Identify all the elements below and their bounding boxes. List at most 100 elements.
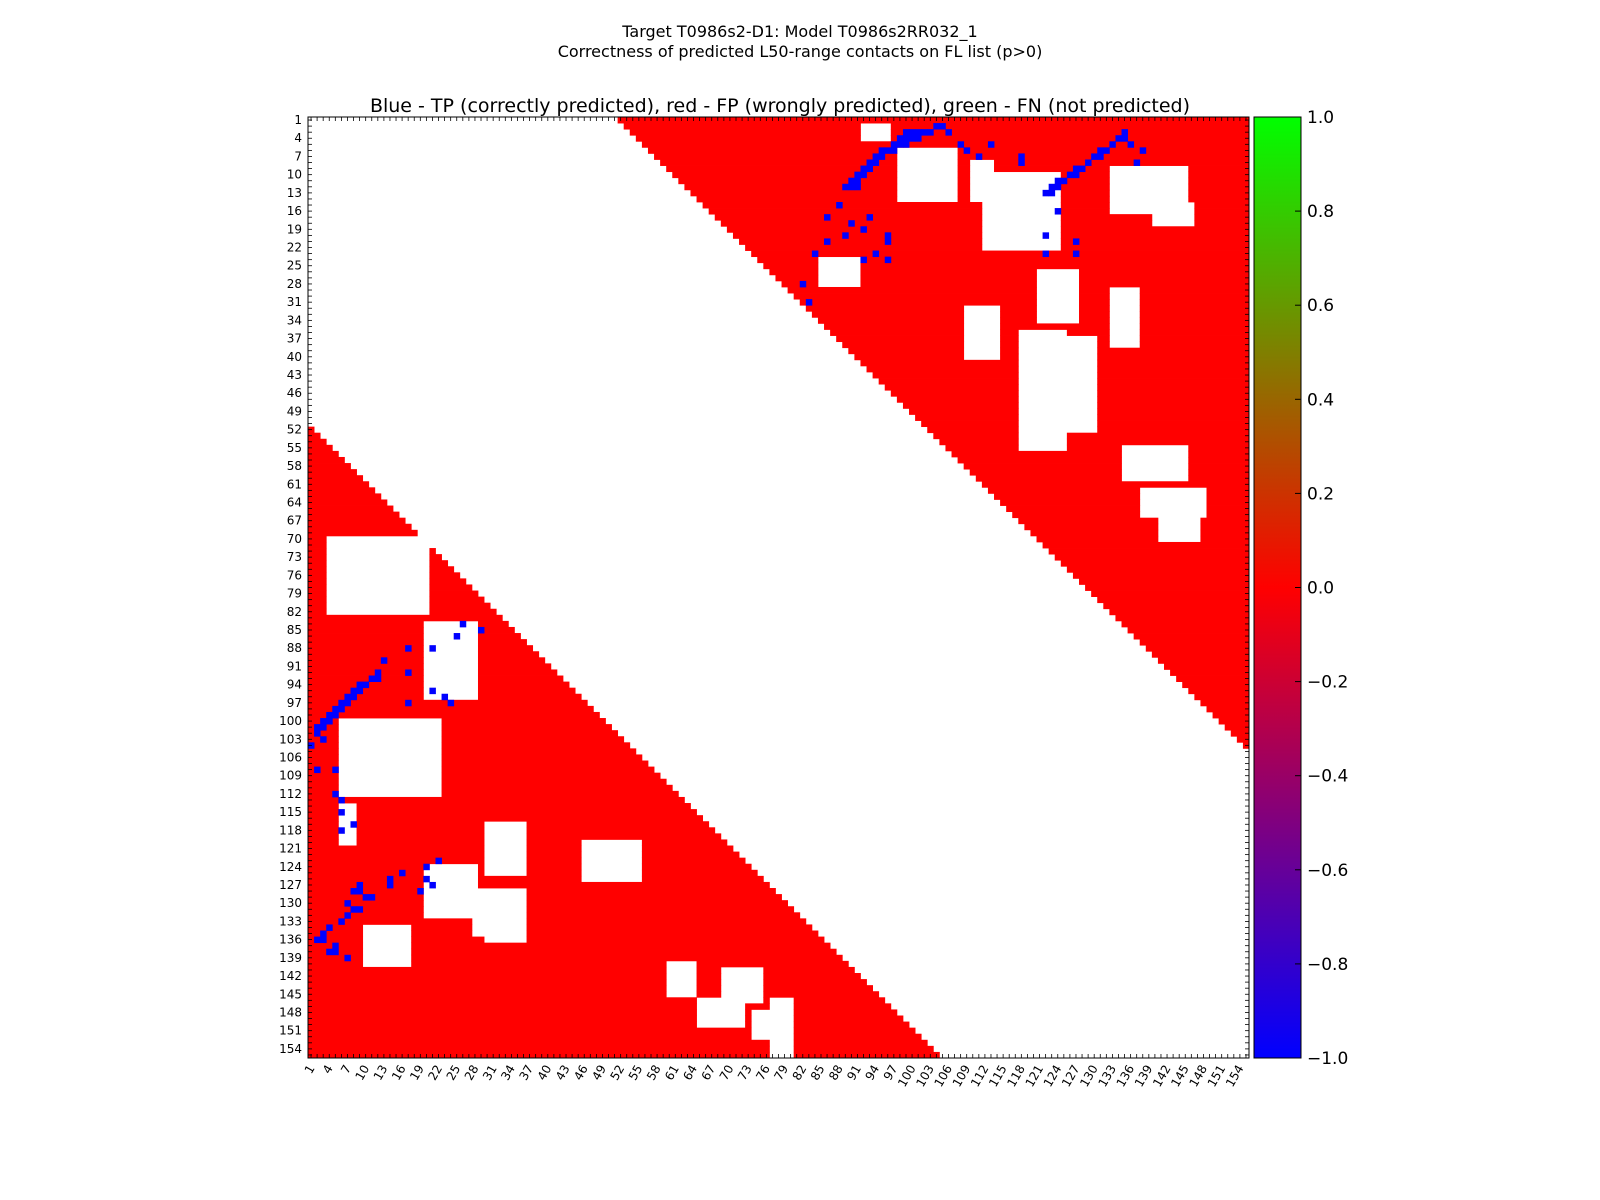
fp-cell bbox=[308, 851, 485, 859]
fp-cell bbox=[308, 511, 400, 519]
fp-cell bbox=[690, 189, 898, 197]
fp-cell bbox=[1079, 286, 1110, 294]
tp-cell bbox=[1085, 159, 1092, 166]
tp-cell bbox=[975, 153, 983, 160]
fp-cell bbox=[411, 954, 843, 962]
tp-cell bbox=[884, 232, 892, 239]
x-tick-label: 133 bbox=[1095, 1063, 1119, 1090]
fp-cell bbox=[429, 560, 449, 567]
x-tick-label: 76 bbox=[753, 1063, 773, 1083]
tp-cell bbox=[459, 620, 467, 628]
y-tick-label: 22 bbox=[287, 241, 302, 255]
y-tick-label: 76 bbox=[287, 568, 302, 582]
tp-cell bbox=[1072, 238, 1080, 245]
tp-cell bbox=[356, 681, 364, 689]
tp-cell bbox=[896, 141, 904, 148]
fp-cell bbox=[951, 450, 1122, 458]
fp-cell bbox=[526, 833, 722, 840]
y-tick-label: 145 bbox=[279, 987, 302, 1001]
tp-cell bbox=[405, 669, 412, 676]
fp-cell bbox=[526, 936, 825, 944]
tp-cell bbox=[933, 123, 940, 130]
fp-cell bbox=[654, 153, 898, 160]
tp-cell bbox=[332, 711, 339, 719]
fp-cell bbox=[1097, 414, 1250, 421]
fp-cell bbox=[660, 159, 898, 166]
fp-cell bbox=[1206, 511, 1250, 519]
tp-cell bbox=[1097, 153, 1104, 160]
y-tick-label: 94 bbox=[287, 678, 302, 692]
fp-cell bbox=[915, 414, 1019, 421]
fp-cell bbox=[1109, 608, 1250, 616]
fp-cell bbox=[1188, 183, 1250, 191]
fp-cell bbox=[1060, 220, 1153, 227]
fp-cell bbox=[1188, 450, 1250, 458]
fp-cell bbox=[1157, 657, 1250, 664]
fp-cell bbox=[356, 839, 485, 846]
fp-cell bbox=[308, 809, 339, 816]
fp-cell bbox=[308, 790, 339, 798]
fp-cell bbox=[308, 918, 473, 925]
fp-cell bbox=[1133, 633, 1250, 640]
fp-cell bbox=[429, 578, 467, 585]
x-tick-label: 1 bbox=[302, 1063, 318, 1077]
fp-cell bbox=[848, 347, 965, 355]
fp-cell bbox=[308, 620, 424, 628]
tp-cell bbox=[374, 675, 382, 682]
plot-title: Blue - TP (correctly predicted), red - F… bbox=[369, 95, 1191, 117]
fp-cell bbox=[1212, 711, 1250, 719]
fp-cell bbox=[890, 123, 1250, 130]
x-tick-label: 67 bbox=[699, 1063, 719, 1083]
fp-cell bbox=[1000, 347, 1019, 355]
x-tick-label: 16 bbox=[389, 1063, 409, 1083]
fp-cell bbox=[1188, 177, 1250, 185]
x-tick-label: 118 bbox=[1004, 1063, 1028, 1090]
fp-cell bbox=[793, 997, 886, 1004]
colorbar-tick-label: −0.4 bbox=[1307, 767, 1348, 787]
fp-cell bbox=[647, 147, 898, 154]
fp-cell bbox=[308, 1015, 697, 1022]
fp-cell bbox=[987, 487, 1141, 494]
fp-cell bbox=[1139, 335, 1250, 343]
tp-cell bbox=[320, 736, 327, 743]
fp-cell bbox=[477, 633, 521, 640]
colorbar-tick-label: −0.2 bbox=[1307, 673, 1348, 693]
tp-cell bbox=[860, 171, 867, 179]
fp-cell bbox=[629, 129, 861, 136]
fp-cell bbox=[308, 584, 327, 591]
fp-cell bbox=[308, 784, 339, 792]
fp-cell bbox=[945, 444, 1019, 452]
fp-cell bbox=[1006, 505, 1141, 513]
fp-cell bbox=[308, 566, 327, 573]
fp-cell bbox=[1145, 645, 1250, 652]
fp-cell bbox=[308, 875, 424, 883]
colorbar-tick-label: 1.0 bbox=[1307, 108, 1334, 128]
fp-cell bbox=[308, 863, 424, 871]
tp-cell bbox=[799, 280, 807, 288]
x-tick-label: 40 bbox=[535, 1063, 555, 1083]
fp-cell bbox=[732, 232, 983, 239]
fp-cell bbox=[308, 857, 485, 865]
fp-cell bbox=[1206, 487, 1250, 494]
tp-cell bbox=[824, 238, 831, 245]
fp-cell bbox=[696, 985, 722, 992]
fp-cell bbox=[441, 730, 619, 737]
fp-cell bbox=[308, 554, 327, 561]
tp-cell bbox=[374, 669, 382, 676]
fp-cell bbox=[1079, 293, 1110, 300]
fp-cell bbox=[1103, 602, 1250, 610]
fp-cell bbox=[641, 857, 746, 865]
fp-cell bbox=[1000, 353, 1019, 361]
tp-cell bbox=[811, 250, 819, 258]
fp-cell bbox=[793, 1051, 940, 1059]
fp-cell bbox=[477, 639, 527, 646]
fp-cell bbox=[696, 979, 722, 986]
tp-cell bbox=[884, 238, 892, 245]
fp-cell bbox=[909, 408, 1019, 415]
fp-cell bbox=[811, 311, 965, 318]
fp-cell bbox=[308, 578, 327, 585]
fp-cell bbox=[994, 493, 1141, 500]
fp-cell bbox=[477, 620, 509, 628]
fp-cell bbox=[308, 1027, 752, 1035]
